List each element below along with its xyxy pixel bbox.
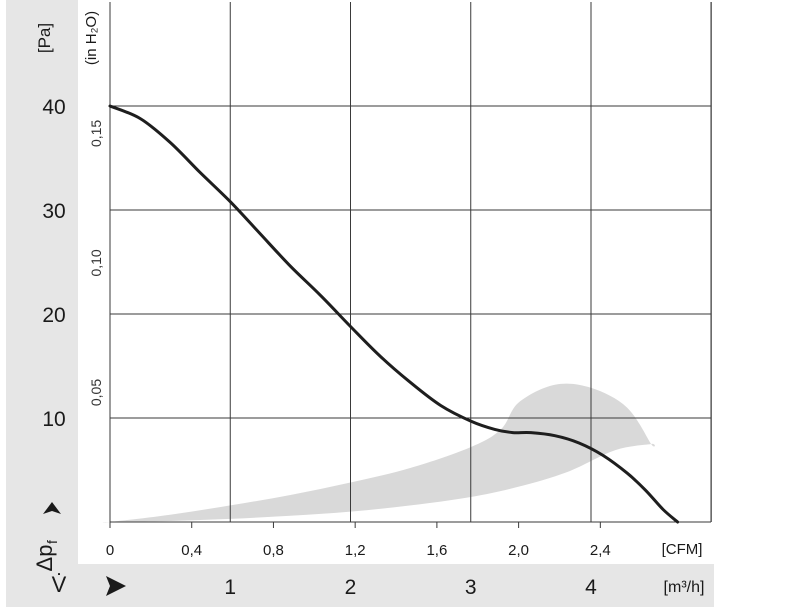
inh2o-unit-label: (in H₂O) bbox=[83, 11, 100, 65]
m3h-tick-label: 3 bbox=[465, 576, 477, 599]
pa-tick-label: 20 bbox=[42, 304, 65, 327]
cfm-tick-label: 0,8 bbox=[263, 542, 284, 559]
pressure-axis-arrow-icon bbox=[43, 502, 61, 514]
flow-symbol: V̇ bbox=[52, 572, 67, 597]
cfm-unit-label: [CFM] bbox=[662, 541, 703, 558]
flow-axis-arrow-icon bbox=[106, 576, 126, 596]
cfm-tick-label: 1,2 bbox=[345, 542, 366, 559]
inh2o-tick-label: 0,05 bbox=[88, 379, 104, 406]
grid bbox=[109, 2, 712, 523]
performance-curve bbox=[108, 104, 680, 524]
cfm-tick-marks bbox=[109, 522, 601, 528]
cfm-tick-label: 0,4 bbox=[181, 542, 202, 559]
pressure-symbol: Δp bbox=[32, 545, 57, 572]
cfm-tick-label: 2,0 bbox=[508, 542, 529, 559]
pressure-subscript: f bbox=[44, 540, 60, 544]
m3h-tick-label: 4 bbox=[585, 576, 597, 599]
cfm-tick-label: 2,4 bbox=[590, 542, 611, 559]
pa-tick-label: 30 bbox=[42, 200, 65, 223]
m3h-tick-labels: 1 2 3 4 bbox=[224, 576, 597, 599]
pa-tick-label: 10 bbox=[42, 408, 65, 431]
inh2o-tick-label: 0,10 bbox=[88, 249, 104, 276]
left-axis-band bbox=[6, 0, 78, 607]
m3h-unit-label: [m³/h] bbox=[664, 579, 705, 596]
pressure-axis-symbol: Δp f bbox=[32, 502, 61, 571]
pa-tick-labels: 10 20 30 40 bbox=[42, 96, 65, 431]
plot-area bbox=[78, 0, 714, 564]
flow-axis-symbol: V̇ bbox=[52, 572, 126, 597]
m3h-tick-label: 2 bbox=[345, 576, 357, 599]
pa-tick-label: 40 bbox=[42, 96, 65, 119]
cfm-tick-label: 1,6 bbox=[426, 542, 447, 559]
inh2o-tick-labels: 0,05 0,10 0,15 bbox=[88, 120, 104, 407]
pa-unit-label: [Pa] bbox=[35, 23, 54, 53]
inh2o-tick-label: 0,15 bbox=[88, 120, 104, 147]
m3h-tick-label: 1 bbox=[224, 576, 236, 599]
cfm-tick-labels: 0 0,4 0,8 1,2 1,6 2,0 2,4 bbox=[106, 542, 611, 559]
cfm-tick-label: 0 bbox=[106, 542, 114, 559]
